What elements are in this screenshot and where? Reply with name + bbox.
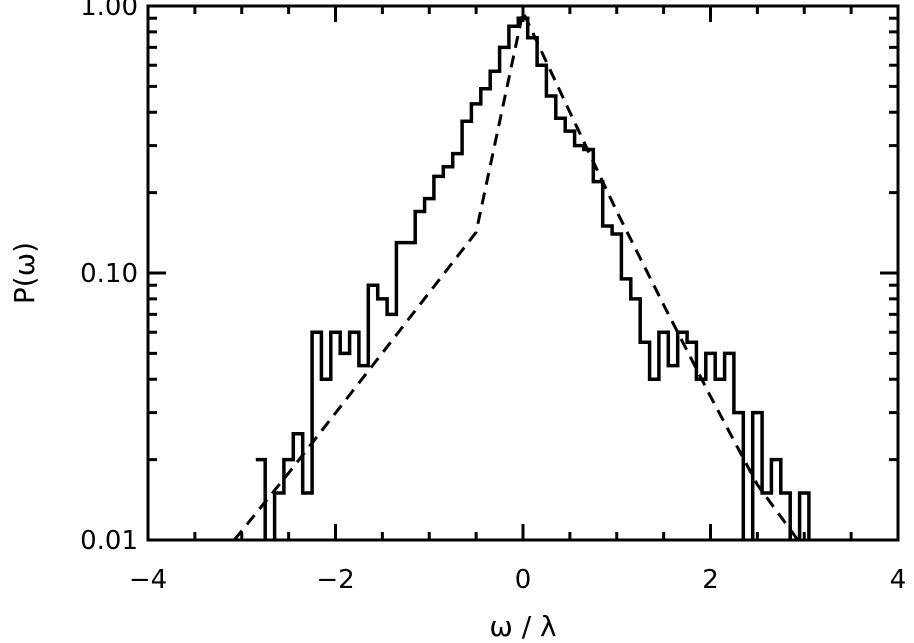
x-axis-label: ω / λ xyxy=(489,610,556,643)
histogram-series xyxy=(255,16,811,540)
y-tick-label: 0.01 xyxy=(80,526,138,556)
x-tick-label: −4 xyxy=(129,565,167,595)
series-layer xyxy=(233,7,811,540)
y-tick-label: 0.10 xyxy=(80,259,138,289)
fit-dashed-series xyxy=(233,7,800,540)
x-tick-label: 4 xyxy=(890,565,907,595)
y-axis-ticks: 0.01 0.10 1.00 xyxy=(80,0,898,556)
x-tick-label: 0 xyxy=(515,565,532,595)
x-axis-ticks: −4 −2 0 2 4 xyxy=(129,6,906,595)
x-tick-label: 2 xyxy=(702,565,719,595)
x-tick-label: −2 xyxy=(316,565,354,595)
y-tick-label: 1.00 xyxy=(80,0,138,22)
y-axis-label: P(ω) xyxy=(8,242,41,304)
